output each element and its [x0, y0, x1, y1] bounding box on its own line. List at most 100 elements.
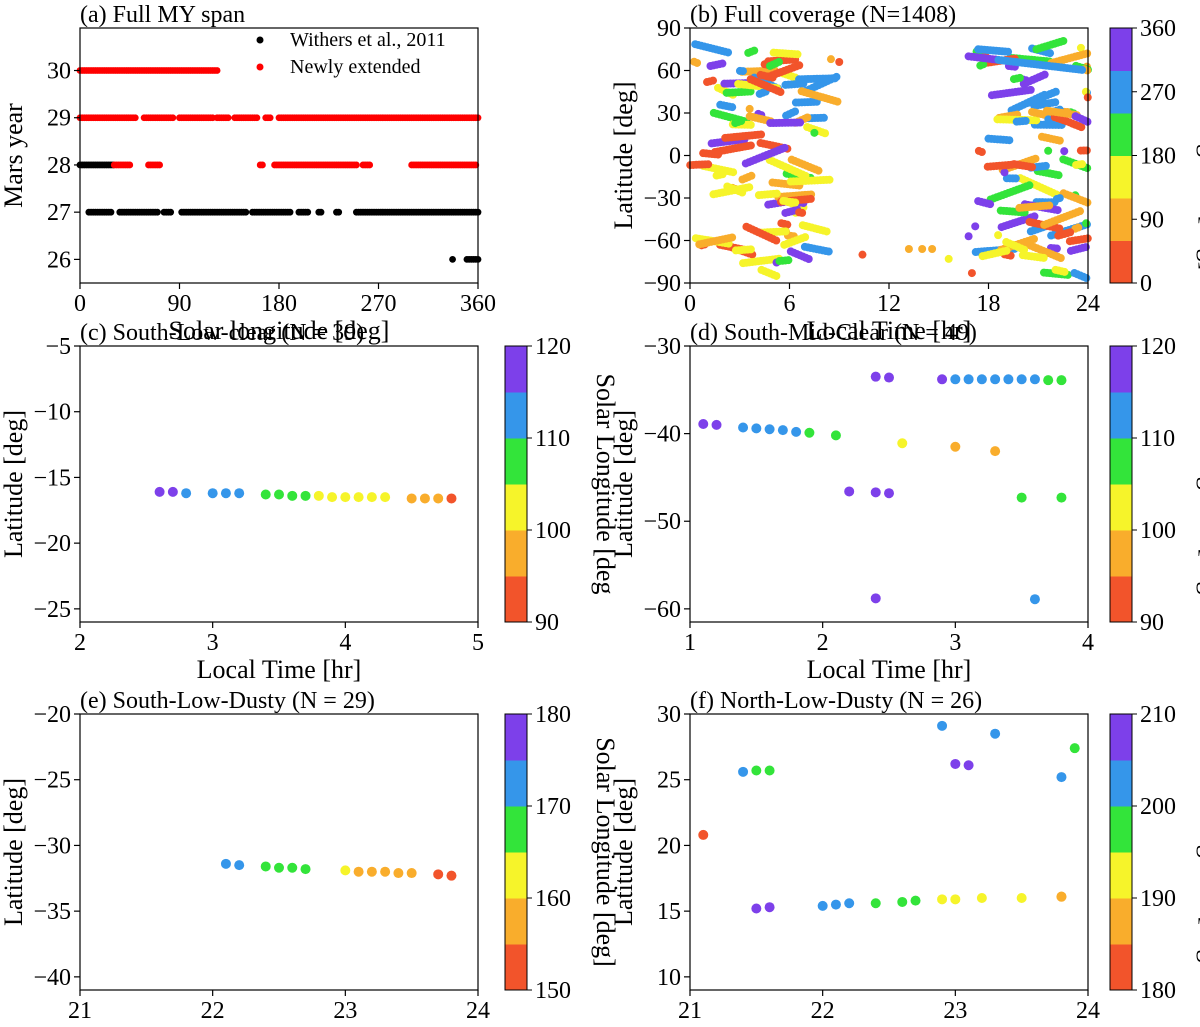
x-tick-label: 270: [361, 291, 397, 317]
data-point: [220, 858, 231, 869]
data-point: [419, 493, 430, 504]
y-tick-label: 0: [669, 144, 681, 170]
data-point: [207, 488, 218, 499]
data-point: [858, 250, 867, 259]
data-point: [764, 765, 775, 776]
data-point: [801, 233, 810, 242]
data-point: [835, 58, 844, 66]
data-point: [928, 245, 937, 253]
colorbar-segment: [505, 530, 527, 577]
x-tick-label: 2: [74, 630, 86, 656]
colorbar-segment: [1110, 70, 1132, 114]
colorbar-segment: [505, 898, 527, 945]
data-point: [1040, 70, 1049, 79]
y-tick-label: 25: [657, 768, 681, 794]
data-point: [1044, 146, 1053, 155]
data-point: [990, 728, 1001, 739]
data-point: [986, 200, 995, 209]
data-point: [1076, 43, 1085, 52]
data-point: [830, 899, 841, 910]
x-tick-label: 0: [684, 291, 696, 317]
data-point: [393, 868, 404, 879]
data-point: [340, 492, 351, 503]
data-point: [963, 374, 974, 385]
data-point: [1055, 224, 1064, 233]
data-point: [780, 143, 789, 152]
x-tick-label: 21: [68, 998, 92, 1024]
data-point: [286, 208, 294, 216]
data-point: [107, 208, 115, 216]
data-point: [1039, 253, 1048, 262]
data-point: [804, 427, 815, 438]
data-point: [1003, 374, 1014, 385]
data-point: [724, 48, 733, 57]
data-point: [380, 866, 391, 877]
data-point: [406, 868, 417, 879]
data-point: [764, 902, 775, 913]
x-tick-label: 24: [1076, 291, 1100, 317]
data-point: [327, 492, 338, 503]
data-point: [1056, 891, 1067, 902]
data-point: [976, 893, 987, 903]
data-point: [1056, 375, 1067, 386]
data-point: [971, 222, 980, 231]
colorbar-segment: [505, 438, 527, 485]
panel-title: (a) Full MY span: [80, 2, 245, 28]
data-point: [772, 271, 781, 280]
colorbar-segment: [505, 392, 527, 439]
data-point: [380, 492, 391, 503]
data-point: [814, 166, 823, 175]
data-point: [446, 493, 457, 504]
colorbar-tick-label: 270: [1140, 80, 1176, 106]
data-point: [822, 227, 831, 236]
y-tick-label: −40: [643, 422, 681, 448]
data-point: [1029, 374, 1040, 385]
data-point: [791, 107, 800, 116]
data-point: [1051, 98, 1060, 107]
data-point: [709, 76, 718, 85]
data-point: [976, 374, 987, 385]
data-point: [366, 866, 377, 877]
data-point: [704, 160, 713, 169]
data-point: [698, 418, 709, 429]
data-point: [870, 898, 881, 909]
data-point: [817, 900, 828, 911]
data-point: [781, 227, 790, 236]
colorbar-tick-label: 210: [1140, 702, 1176, 728]
data-point: [937, 720, 948, 731]
data-point: [304, 208, 312, 216]
data-point: [1056, 492, 1067, 503]
axes-frame: [79, 345, 479, 623]
x-tick-label: 12: [877, 291, 901, 317]
ticks: 2 3 4 5 −25 −20 −15 −10 −5: [33, 334, 484, 656]
data-point: [1056, 254, 1065, 263]
x-axis-label: Local Time [hr]: [807, 655, 972, 684]
colorbar-tick-label: 170: [535, 794, 571, 820]
data-point: [259, 161, 266, 169]
data-point: [1016, 374, 1027, 385]
data-point: [169, 114, 177, 122]
y-tick-label: −5: [45, 334, 71, 360]
data-point: [950, 894, 961, 905]
data-point: [737, 117, 746, 126]
data-point: [1025, 181, 1034, 190]
x-axis-label: Solar longitude [deg]: [169, 316, 390, 345]
data-point: [1032, 116, 1041, 125]
data-point: [979, 60, 988, 69]
axes-frame: [689, 713, 1089, 991]
data-point: [167, 486, 178, 497]
data-point: [1083, 49, 1092, 58]
data-point: [990, 374, 1001, 385]
data-point: [1016, 492, 1027, 503]
y-tick-label: 90: [657, 16, 681, 42]
axes-frame: [79, 713, 479, 991]
data-point: [745, 183, 754, 192]
data-point: [772, 236, 781, 245]
data-points: [686, 36, 1092, 283]
data-point: [1015, 73, 1024, 82]
data-point: [791, 426, 802, 437]
data-point: [833, 97, 842, 106]
data-point: [798, 208, 807, 217]
data-point: [1066, 228, 1075, 237]
panel-d: (d) South-Mid-Clear (N = 49) 1 2 3 4 −60 −50 −4…: [609, 320, 1200, 684]
